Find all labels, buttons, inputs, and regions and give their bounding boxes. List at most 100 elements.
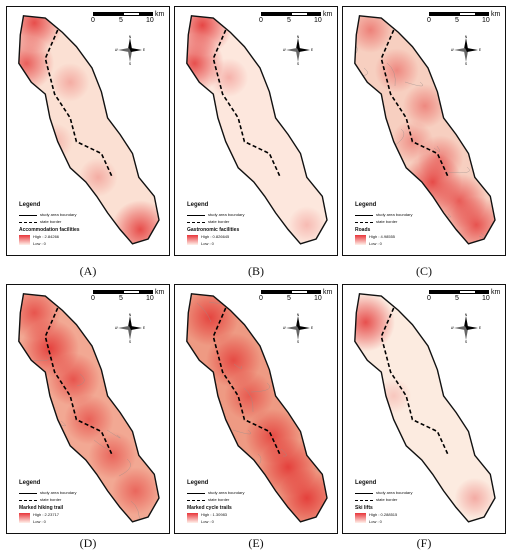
- legend-border-label: state border: [40, 218, 62, 224]
- svg-text:W: W: [451, 326, 454, 330]
- legend-high: High : 0.826645: [201, 234, 230, 240]
- scale-unit: km: [491, 289, 501, 296]
- density-hotspot: [78, 157, 118, 197]
- density-hotspot: [224, 371, 274, 421]
- legend-boundary-label: study area boundary: [40, 211, 77, 217]
- legend-title: Legend: [19, 201, 41, 208]
- scale-label: 0: [427, 295, 431, 302]
- legend-high: High : 2.23717: [33, 512, 60, 518]
- legend-low: Low : 0: [33, 519, 46, 525]
- color-ramp: [187, 513, 198, 524]
- scale-bar: 0 5 10 km: [427, 11, 501, 32]
- panel-caption: (C): [416, 264, 432, 278]
- legend-boundary-label: study area boundary: [376, 489, 413, 495]
- density-hotspot: [402, 83, 447, 129]
- network-line: [106, 429, 121, 439]
- legend-title: Legend: [19, 479, 41, 486]
- scale-label: 5: [455, 295, 459, 302]
- legend-title: Legend: [187, 479, 209, 486]
- legend-low: Low : 0: [33, 241, 46, 247]
- density-hotspot: [288, 206, 326, 244]
- layer-title: Roads: [355, 227, 371, 234]
- density-hotspot: [64, 394, 114, 445]
- study-area-boundary: [18, 293, 160, 523]
- density-map: [186, 15, 328, 245]
- network-line: [142, 340, 159, 355]
- svg-text:S: S: [129, 340, 132, 343]
- study-area-boundary: [354, 15, 496, 245]
- network-line: [93, 439, 110, 451]
- network-line: [343, 114, 349, 119]
- legend-low: Low : 0: [369, 241, 382, 247]
- network-line: [484, 161, 495, 183]
- svg-text:S: S: [297, 340, 300, 343]
- density-hotspot: [376, 378, 412, 414]
- scale-bar: 0 5 10 km: [427, 289, 501, 310]
- network-line: [18, 333, 21, 340]
- legend-boundary-label: study area boundary: [40, 489, 77, 495]
- svg-text:W: W: [115, 48, 118, 52]
- north-arrow-icon: N S W E: [114, 313, 145, 344]
- scale-label: 0: [259, 295, 263, 302]
- network-line: [20, 425, 41, 445]
- density-hotspot: [111, 467, 159, 515]
- svg-text:E: E: [479, 48, 481, 52]
- density-hotspot: [111, 200, 159, 244]
- scale-bar: 0 5 10 km: [91, 11, 165, 32]
- scale-bar: 0 5 10 km: [91, 289, 165, 310]
- layer-title: Marked cycle trails: [187, 505, 232, 512]
- density-hotspot: [36, 123, 74, 161]
- north-arrow-icon: N S W E: [282, 35, 313, 66]
- network-line: [333, 421, 338, 444]
- legend-high: High : 0.288515: [369, 512, 398, 518]
- scale-label: 0: [91, 295, 95, 302]
- svg-text:N: N: [297, 313, 300, 317]
- study-area-boundary: [354, 293, 496, 523]
- map-legend: Legend study area boundary state border Mar…: [187, 480, 277, 525]
- legend-high: High : 2.84266: [33, 234, 60, 240]
- density-hotspot: [88, 431, 137, 480]
- map-legend: Legend study area boundary state border Roa…: [355, 202, 445, 247]
- svg-text:S: S: [129, 62, 132, 65]
- legend-boundary-label: study area boundary: [376, 211, 413, 217]
- layer-title: Ski lifts: [355, 505, 373, 512]
- svg-text:N: N: [129, 313, 132, 317]
- network-line: [141, 525, 151, 534]
- north-arrow-icon: N S W E: [450, 35, 481, 66]
- network-line: [124, 387, 140, 394]
- legend-border-label: state border: [376, 496, 398, 502]
- network-line: [196, 302, 212, 323]
- svg-text:N: N: [129, 35, 132, 39]
- network-line: [475, 95, 494, 119]
- panel-caption: (F): [416, 536, 432, 550]
- legend-high: High : 1.30983: [201, 512, 228, 518]
- network-line: [186, 486, 188, 509]
- scale-unit: km: [155, 289, 165, 296]
- network-line: [377, 133, 390, 141]
- scale-label: 10: [482, 17, 490, 24]
- svg-text:N: N: [465, 313, 468, 317]
- network-line: [274, 514, 298, 522]
- legend-title: Legend: [355, 479, 377, 486]
- map-legend: Legend study area boundary state border Gas…: [187, 202, 277, 247]
- scale-unit: km: [491, 11, 501, 18]
- network-line: [446, 166, 470, 174]
- scale-bar: 0 5 10 km: [259, 289, 332, 310]
- legend-boundary-label: study area boundary: [208, 489, 245, 495]
- density-map: [186, 293, 338, 523]
- network-line: [422, 34, 442, 45]
- scale-unit: km: [155, 11, 165, 18]
- scale-label: 5: [287, 295, 291, 302]
- density-hotspot: [46, 352, 100, 406]
- network-line: [405, 15, 414, 21]
- scale-unit: km: [323, 11, 333, 18]
- network-line: [358, 177, 372, 185]
- svg-text:N: N: [297, 35, 300, 39]
- network-line: [186, 349, 194, 361]
- scale-label: 10: [314, 295, 322, 302]
- network-line: [243, 387, 254, 413]
